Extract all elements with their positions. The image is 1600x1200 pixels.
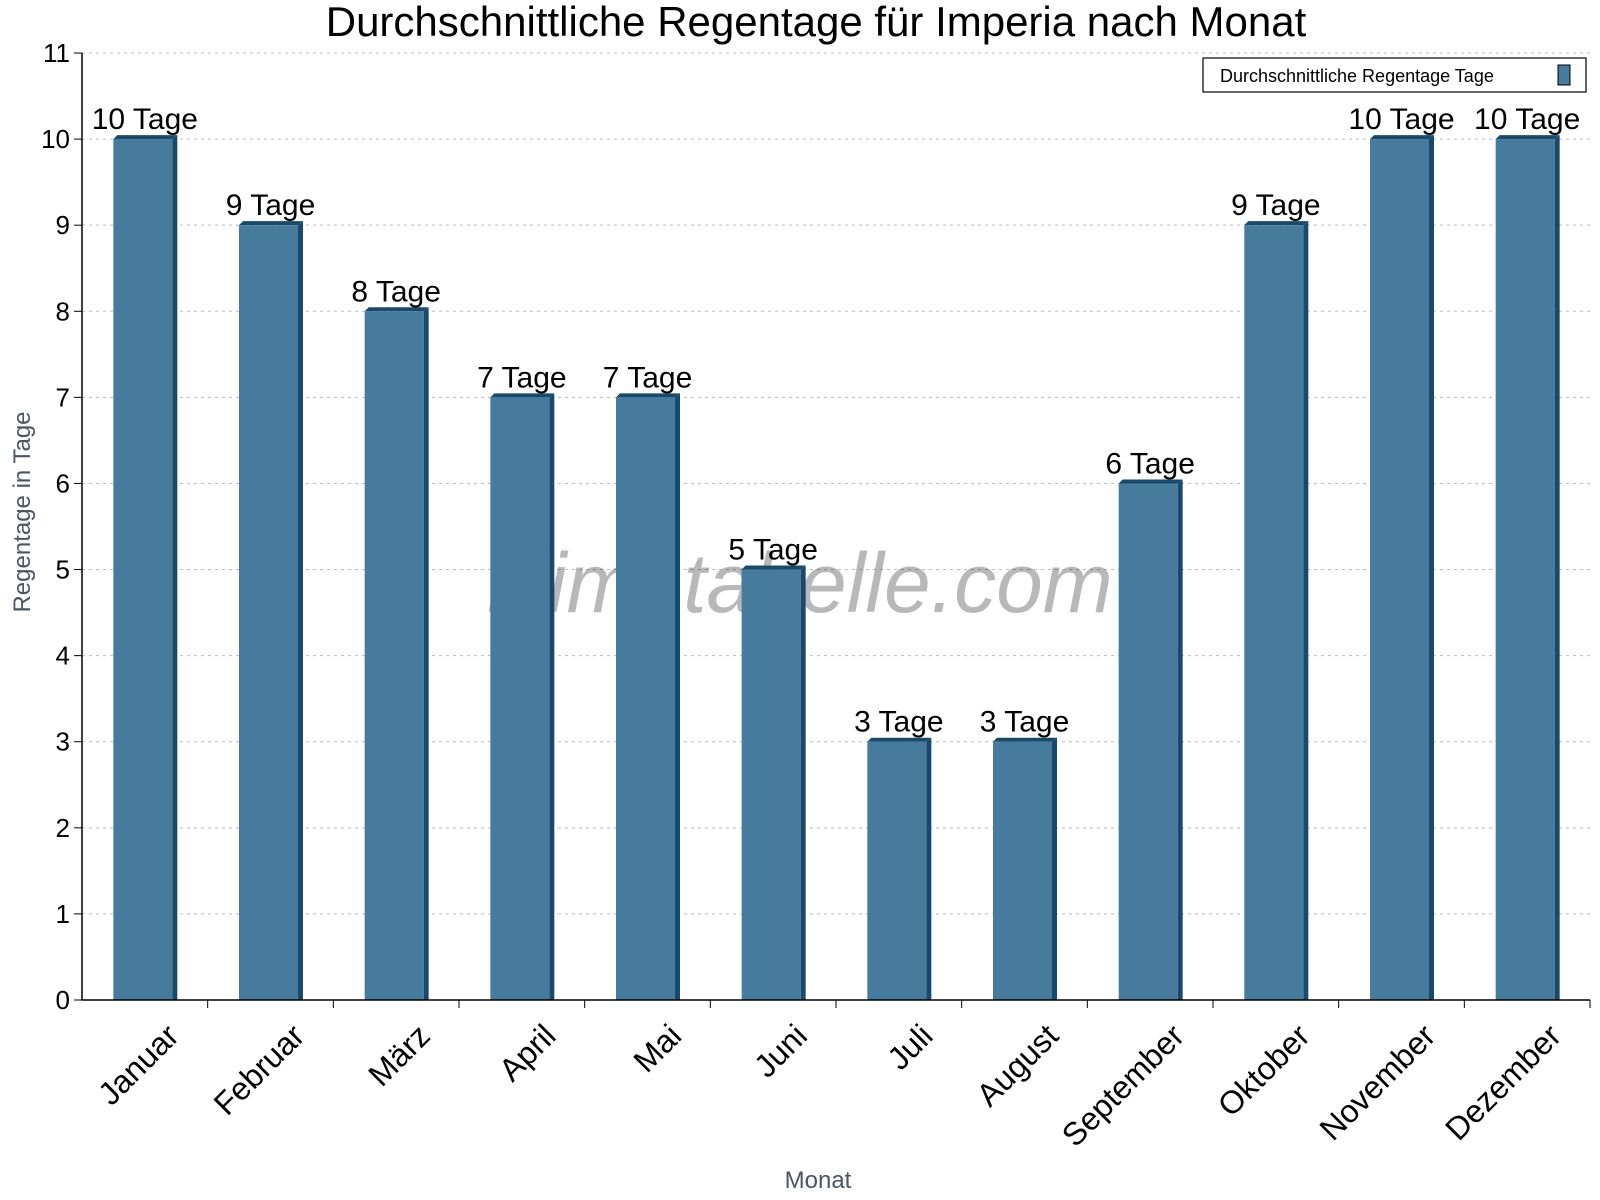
y-tick-label: 11	[43, 38, 70, 68]
y-tick-label: 7	[56, 382, 70, 412]
bar-side	[1303, 221, 1309, 1000]
bar	[1495, 139, 1555, 1000]
data-label: 7 Tage	[477, 361, 567, 394]
y-tick-label: 1	[56, 899, 70, 929]
bar-top	[239, 221, 303, 226]
data-label: 8 Tage	[351, 275, 441, 308]
legend: Durchschnittliche Regentage Tage	[1202, 57, 1587, 93]
bar-side	[675, 393, 680, 1000]
bar-side	[298, 221, 303, 1000]
x-tick-label: August	[969, 1017, 1065, 1113]
legend-label: Durchschnittliche Regentage Tage	[1220, 66, 1494, 86]
x-tick-label: September	[1055, 1017, 1191, 1153]
bar-side	[549, 393, 555, 1000]
bar	[867, 741, 927, 1000]
bar	[490, 397, 550, 1000]
bar-top	[993, 737, 1057, 742]
x-axis-label: Monat	[785, 1167, 852, 1194]
bar	[1118, 483, 1178, 1000]
y-tick-label: 3	[56, 727, 70, 757]
bars: 10 Tage 9 Tage 8 Tage 7 Tage 7 Tage 5 Tage 3 T…	[92, 103, 1580, 1001]
data-label: 10 Tage	[1474, 103, 1580, 136]
y-tick-label: 6	[56, 468, 70, 498]
bar-side	[1554, 135, 1560, 1000]
y-tick-label: 8	[56, 296, 70, 326]
bar-side	[172, 135, 178, 1000]
data-label: 3 Tage	[854, 706, 944, 739]
bar-side	[800, 565, 806, 1000]
bar-top	[616, 393, 680, 398]
data-label: 6 Tage	[1105, 447, 1195, 480]
data-label: 10 Tage	[92, 103, 198, 136]
data-label: 3 Tage	[980, 706, 1070, 739]
bar-top	[1370, 135, 1434, 140]
bar-side	[926, 737, 932, 1000]
bar-top	[1495, 135, 1560, 140]
x-tick-label: April	[492, 1017, 563, 1088]
x-tick-label: November	[1312, 1017, 1442, 1147]
x-tick-label: Juli	[880, 1017, 939, 1076]
bar-side	[1177, 479, 1183, 1000]
bar-top	[741, 565, 806, 570]
bar-side	[1429, 135, 1434, 1000]
y-tick-label: 10	[41, 124, 70, 154]
data-label: 5 Tage	[728, 534, 818, 567]
data-label: 9 Tage	[1231, 189, 1321, 222]
y-tick-label: 5	[56, 555, 70, 585]
data-label: 7 Tage	[603, 361, 693, 394]
chart-title: Durchschnittliche Regentage für Imperia …	[326, 0, 1307, 45]
bar	[616, 397, 675, 1000]
bar	[113, 139, 173, 1000]
grid	[82, 52, 1590, 915]
bar-side	[1052, 737, 1057, 1000]
x-tick-label: Januar	[91, 1017, 186, 1112]
bar-top	[364, 307, 429, 312]
bar-top	[1244, 221, 1309, 226]
bar-top	[867, 737, 932, 742]
y-tick-label: 2	[56, 813, 70, 843]
bar	[741, 569, 801, 1000]
y-axis-label: Regentage in Tage	[9, 411, 36, 612]
y-tick-label: 0	[56, 985, 70, 1015]
bar	[1244, 225, 1304, 1000]
x-tick-label: Februar	[207, 1017, 312, 1122]
bar	[364, 311, 424, 1001]
legend-swatch	[1557, 64, 1571, 86]
data-label: 9 Tage	[226, 189, 316, 222]
x-tick-label: Juni	[747, 1017, 814, 1084]
x-tick-label: Mai	[626, 1017, 688, 1079]
bar	[1370, 139, 1429, 1000]
y-tick-label: 4	[56, 641, 70, 671]
x-tick-label: Dezember	[1438, 1017, 1568, 1147]
bar-top	[490, 393, 555, 398]
x-tick-label: Oktober	[1211, 1017, 1317, 1123]
bar-side	[423, 307, 429, 1001]
x-tick-label: März	[361, 1017, 437, 1093]
bar	[239, 225, 298, 1000]
data-label: 10 Tage	[1348, 103, 1454, 136]
bar-top	[1118, 479, 1183, 484]
y-tick-label: 9	[56, 210, 70, 240]
bar	[993, 741, 1052, 1000]
bar-top	[113, 135, 178, 140]
